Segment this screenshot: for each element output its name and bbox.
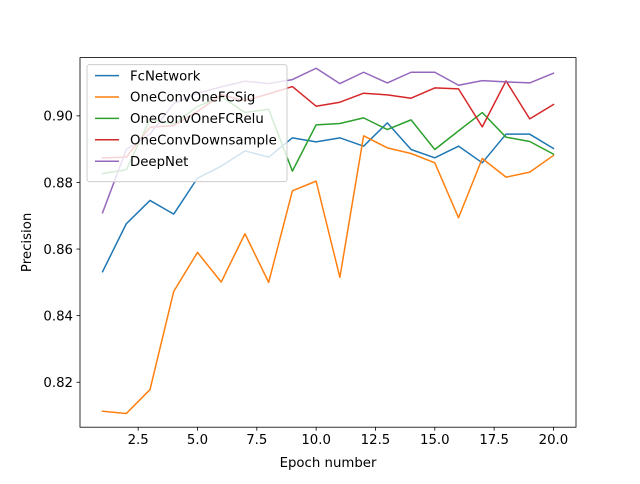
y-axis-label: Precision [20, 213, 35, 272]
y-tick-label: 0.88 [43, 176, 73, 191]
series-line-0 [101, 122, 555, 273]
y-tick-label: 0.86 [43, 243, 73, 258]
series-line-1 [101, 135, 555, 415]
x-axis: 2.5 5.0 7.5 10.0 12.5 15.0 17.5 20.0 [128, 427, 569, 448]
y-tick-label: 0.84 [43, 309, 73, 324]
y-tick-label: 0.82 [43, 376, 73, 391]
x-tick-label: 2.5 [128, 433, 149, 448]
x-tick-label: 10.0 [301, 433, 331, 448]
x-axis-label: Epoch number [280, 456, 377, 471]
axes-frame [79, 57, 577, 428]
legend-label-3: OneConvDownsample [130, 134, 277, 149]
legend-label-4: DeepNet [130, 155, 188, 170]
legend-label-1: OneConvOneFCSig [130, 91, 255, 106]
x-tick-label: 7.5 [246, 433, 267, 448]
x-tick-label: 15.0 [420, 433, 450, 448]
x-tick-label: 17.5 [479, 433, 509, 448]
x-tick-label: 20.0 [539, 433, 569, 448]
legend-label-2: OneConvOneFCRelu [130, 112, 264, 127]
y-axis: 0.82 0.84 0.86 0.88 0.90 [43, 110, 80, 391]
legend-box [86, 64, 288, 183]
y-tick-label: 0.90 [43, 110, 73, 125]
x-tick-label: 12.5 [361, 433, 391, 448]
legend-label-0: FcNetwork [130, 69, 201, 84]
x-tick-label: 5.0 [187, 433, 208, 448]
legend: FcNetwork OneConvOneFCSig OneConvOneFCRelu… [86, 64, 288, 183]
